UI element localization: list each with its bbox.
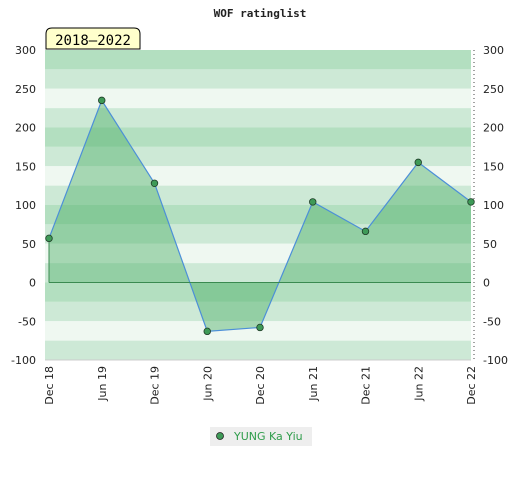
- y-tick-label-right: 250: [483, 83, 504, 96]
- x-tick-label: Dec 18: [43, 366, 56, 405]
- y-tick-label-left: 300: [15, 44, 36, 57]
- y-axis-right-ticks: -100 -50 0 50 100 150 200 250 300: [483, 44, 508, 367]
- data-point: [361, 227, 370, 236]
- x-tick-label: Dec 19: [149, 366, 162, 405]
- grid-band: [45, 263, 471, 283]
- y-tick-label-left: 100: [15, 199, 36, 212]
- series-markers: [45, 96, 475, 336]
- x-axis-ticks: Dec 18 Jun 19 Dec 19 Jun 20 Dec 20 Jun 21 Dec …: [43, 366, 478, 405]
- x-tick-label: Jun 22: [412, 366, 425, 402]
- data-point: [150, 179, 159, 187]
- grid-band: [45, 88, 471, 109]
- x-tick-label: Jun 21: [307, 366, 320, 402]
- y-tick-label-left: -100: [11, 354, 36, 367]
- y-tick-label-right: 0: [483, 277, 490, 290]
- grid-band: [45, 321, 471, 341]
- legend: YUNG Ka Yiu: [210, 427, 312, 446]
- grid-band: [45, 243, 471, 264]
- legend-label: YUNG Ka Yiu: [233, 430, 303, 443]
- grid-band: [45, 50, 471, 70]
- x-tick-label: Dec 21: [360, 366, 373, 405]
- grid-band: [45, 108, 471, 128]
- grid-band: [45, 166, 471, 186]
- y-tick-label-right: 100: [483, 199, 504, 212]
- axes: [45, 50, 475, 361]
- y-tick-label-right: 50: [483, 238, 497, 251]
- chart-title: WOF ratinglist: [214, 7, 307, 20]
- y-tick-label-right: -100: [483, 354, 508, 367]
- y-tick-label-right: -50: [483, 315, 501, 328]
- data-point: [45, 234, 53, 243]
- grid-band: [45, 185, 471, 205]
- date-range-badge: 2018–2022: [45, 27, 141, 50]
- y-tick-label-right: 300: [483, 44, 504, 57]
- series-area-fill: [49, 100, 471, 332]
- data-point: [98, 96, 106, 105]
- x-tick-label: Dec 22: [465, 366, 478, 405]
- grid-band: [45, 282, 471, 302]
- data-point: [256, 323, 264, 332]
- y-tick-label-right: 150: [483, 160, 504, 173]
- grid-band: [45, 205, 471, 225]
- data-point: [203, 327, 211, 336]
- x-tick-label: Jun 19: [96, 366, 109, 402]
- x-tick-label: Jun 20: [201, 366, 214, 402]
- y-tick-label-left: 0: [29, 277, 36, 290]
- y-tick-label-left: 200: [15, 122, 36, 135]
- legend-marker: [216, 432, 224, 440]
- y-axis-left-ticks: -100 -50 0 50 100 150 200 250 300: [11, 44, 36, 367]
- grid-band: [45, 69, 471, 89]
- x-tick-label: Dec 20: [254, 366, 267, 405]
- data-point: [309, 198, 317, 206]
- y-tick-label-left: 250: [15, 83, 36, 96]
- y-tick-label-left: -50: [18, 315, 36, 328]
- y-tick-label-left: 150: [15, 160, 36, 173]
- y-tick-label-left: 50: [22, 238, 36, 251]
- y-tick-label-right: 200: [483, 122, 504, 135]
- grid-band: [45, 340, 471, 360]
- data-point: [414, 158, 422, 167]
- data-point: [467, 198, 475, 206]
- plot-background-bands: [45, 50, 471, 360]
- grid-band: [45, 146, 471, 167]
- grid-band: [45, 301, 471, 322]
- date-range-badge-text: 2018–2022: [55, 33, 131, 49]
- grid-band: [45, 127, 471, 147]
